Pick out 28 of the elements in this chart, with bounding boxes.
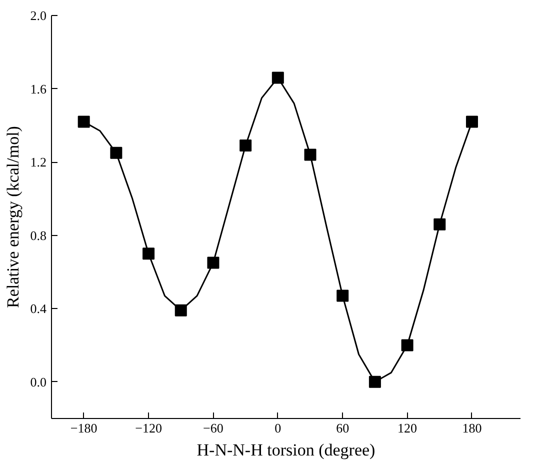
y-axis-title: Relative energy (kcal/mol) bbox=[3, 126, 22, 308]
x-tick-label: 120 bbox=[398, 420, 418, 436]
point bbox=[272, 72, 284, 84]
x-tick-label: 0 bbox=[274, 420, 282, 436]
y-tick-label: 1.6 bbox=[30, 81, 47, 96]
y-tick-label: 0.0 bbox=[30, 374, 46, 390]
point bbox=[78, 116, 90, 128]
point bbox=[401, 339, 414, 352]
y-tick-label: 0.4 bbox=[30, 301, 47, 316]
point bbox=[142, 248, 155, 260]
x-axis-title: H-N-N-H torsion (degree) bbox=[196, 440, 376, 460]
point bbox=[304, 148, 316, 161]
point bbox=[336, 290, 349, 302]
point bbox=[174, 304, 187, 316]
y-tick-label: 0.8 bbox=[30, 228, 46, 243]
x-tick-label: −180 bbox=[70, 420, 98, 436]
point bbox=[434, 218, 446, 230]
y-tick-label: 1.2 bbox=[30, 154, 46, 170]
x-tick-label: 180 bbox=[462, 420, 482, 436]
x-tick-label: 60 bbox=[336, 420, 350, 436]
point bbox=[110, 146, 122, 159]
x-tick-label: −60 bbox=[203, 420, 224, 436]
point bbox=[466, 116, 478, 128]
point bbox=[368, 376, 381, 388]
point bbox=[240, 140, 252, 152]
x-tick-label: −120 bbox=[135, 420, 162, 436]
y-tick-label: 2.0 bbox=[30, 8, 46, 23]
point bbox=[207, 256, 220, 269]
